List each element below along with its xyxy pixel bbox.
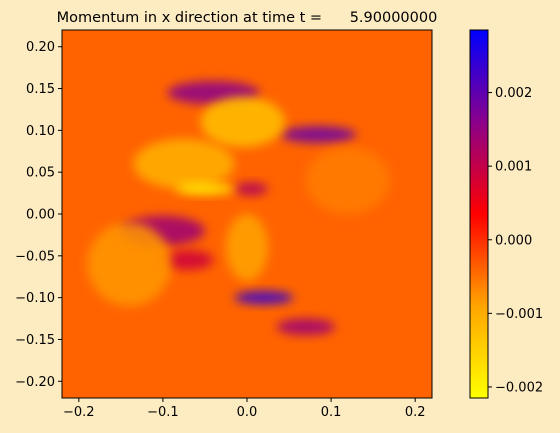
colorbar-tick-label: 0.000 xyxy=(495,233,532,248)
x-tick-label: −0.1 xyxy=(147,405,179,420)
colorbar-tick-label: 0.001 xyxy=(495,160,532,175)
y-tick-label: 0.10 xyxy=(26,124,55,139)
heatmap-features xyxy=(87,81,390,336)
colorbar-axis: 0.002 0.001 0.000 −0.001 −0.002 xyxy=(488,86,543,395)
x-axis: −0.2 −0.1 0.0 0.1 0.2 xyxy=(63,398,426,420)
heatmap-feature xyxy=(234,182,269,196)
y-axis: 0.20 0.15 0.10 0.05 0.00 −0.05 −0.10 −0.15 −0.20 xyxy=(15,40,62,390)
y-tick-label: 0.05 xyxy=(26,166,55,181)
heatmap-feature xyxy=(200,96,285,148)
heatmap-feature xyxy=(234,290,294,305)
heatmap-feature xyxy=(133,138,235,189)
y-tick-label: −0.15 xyxy=(15,333,55,348)
heatmap-feature xyxy=(87,222,172,306)
y-tick-label: −0.20 xyxy=(15,375,55,390)
heatmap-feature xyxy=(276,318,336,336)
colorbar-tick-label: 0.002 xyxy=(495,86,532,101)
x-tick-label: 0.1 xyxy=(321,405,342,420)
y-tick-label: −0.05 xyxy=(15,249,55,264)
colorbar-tick-label: −0.002 xyxy=(495,380,543,395)
heatmap-feature xyxy=(280,126,357,143)
x-tick-label: −0.2 xyxy=(63,405,95,420)
x-tick-label: 0.0 xyxy=(237,405,258,420)
heatmap-feature xyxy=(225,214,269,281)
y-tick-label: 0.15 xyxy=(26,82,55,97)
heatmap-feature xyxy=(175,183,235,195)
x-tick-label: 0.2 xyxy=(405,405,426,420)
heatmap-feature xyxy=(162,249,214,271)
y-tick-label: 0.00 xyxy=(26,208,55,223)
y-tick-label: 0.20 xyxy=(26,40,55,55)
colorbar: 0.002 0.001 0.000 −0.001 −0.002 xyxy=(469,29,543,399)
colorbar-gradient xyxy=(469,29,489,399)
plot-area xyxy=(61,29,433,399)
chart-title: Momentum in x direction at time t = 5.90… xyxy=(57,10,438,26)
heatmap-feature xyxy=(305,147,390,214)
colorbar-tick-label: −0.001 xyxy=(495,307,543,322)
y-tick-label: −0.10 xyxy=(15,291,55,306)
